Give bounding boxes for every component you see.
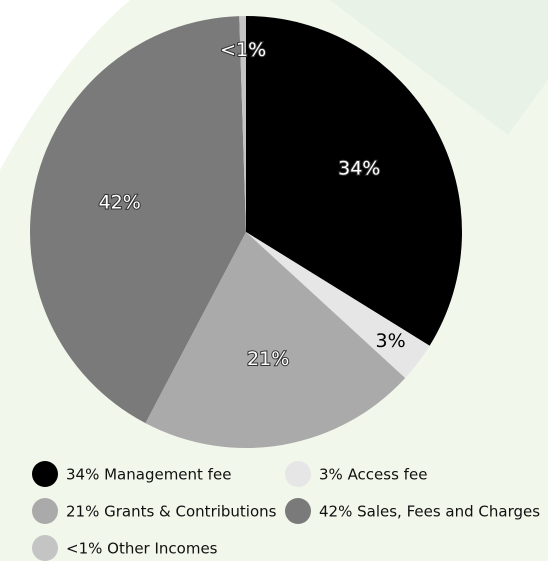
pie-slice	[239, 16, 246, 232]
legend-label: 21% Grants & Contributions	[66, 503, 277, 521]
legend-label: <1% Other Incomes	[66, 540, 218, 558]
pie: 34% 3% 21% 42% <1%	[30, 16, 463, 448]
pie-slice	[30, 16, 247, 424]
legend-swatch	[285, 461, 311, 487]
slice-label: 3%	[376, 330, 406, 352]
slice-label: <1%	[220, 39, 266, 61]
legend-label: 3% Access fee	[319, 466, 427, 484]
legend-label: 34% Management fee	[66, 466, 231, 484]
pie-slice	[246, 232, 430, 379]
legend-swatch	[32, 498, 58, 524]
legend-label: 42% Sales, Fees and Charges	[319, 503, 540, 521]
legend-swatch	[32, 461, 58, 487]
slice-label: 34%	[338, 157, 380, 179]
slice-label: 42%	[99, 191, 141, 213]
pie-slice	[246, 16, 463, 346]
pie-slice	[145, 232, 406, 448]
legend-swatch	[32, 535, 58, 561]
legend: 34% Management fee 3% Access fee 21% Grant…	[32, 461, 540, 561]
slice-label: 21%	[247, 348, 289, 370]
legend-swatch	[285, 498, 311, 524]
